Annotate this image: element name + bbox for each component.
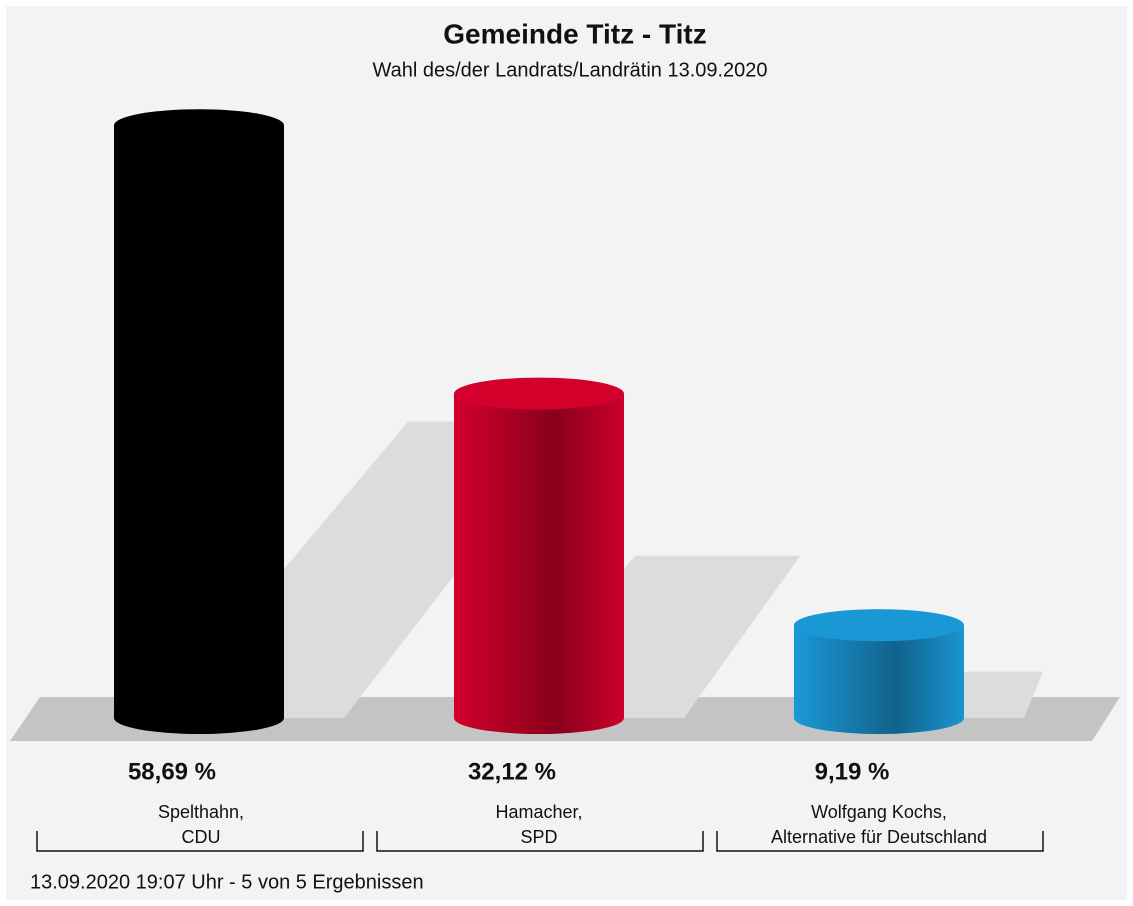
category-bracket [716, 831, 1044, 852]
bar [794, 609, 964, 734]
x-tick-label: Alternative für Deutschland [771, 827, 987, 847]
chart-subtitle: Wahl des/der Landrats/Landrätin 13.09.20… [372, 59, 767, 81]
bar-body-shade [114, 125, 284, 734]
chart-title: Gemeinde Titz - Titz [443, 18, 706, 49]
bar-top [794, 609, 964, 642]
bar-top [114, 109, 284, 142]
x-tick-label: Hamacher, [495, 802, 582, 822]
x-tick-label: Wolfgang Kochs, [811, 802, 947, 822]
category-bracket [376, 831, 704, 852]
value-label: 32,12 % [468, 758, 556, 785]
x-tick-label: Spelthahn, [158, 802, 244, 822]
bar [114, 109, 284, 734]
bar-top [454, 377, 624, 410]
bar-body-shade [454, 393, 624, 734]
x-tick-label: SPD [520, 827, 557, 847]
footer: 13.09.2020 19:07 Uhr - 5 von 5 Ergebniss… [30, 871, 424, 893]
category-bracket [36, 831, 364, 852]
value-label: 58,69 % [128, 758, 216, 785]
value-label: 9,19 % [815, 758, 890, 785]
bar-body-shade [794, 625, 964, 734]
bar [454, 377, 624, 734]
x-tick-label: CDU [182, 827, 221, 847]
